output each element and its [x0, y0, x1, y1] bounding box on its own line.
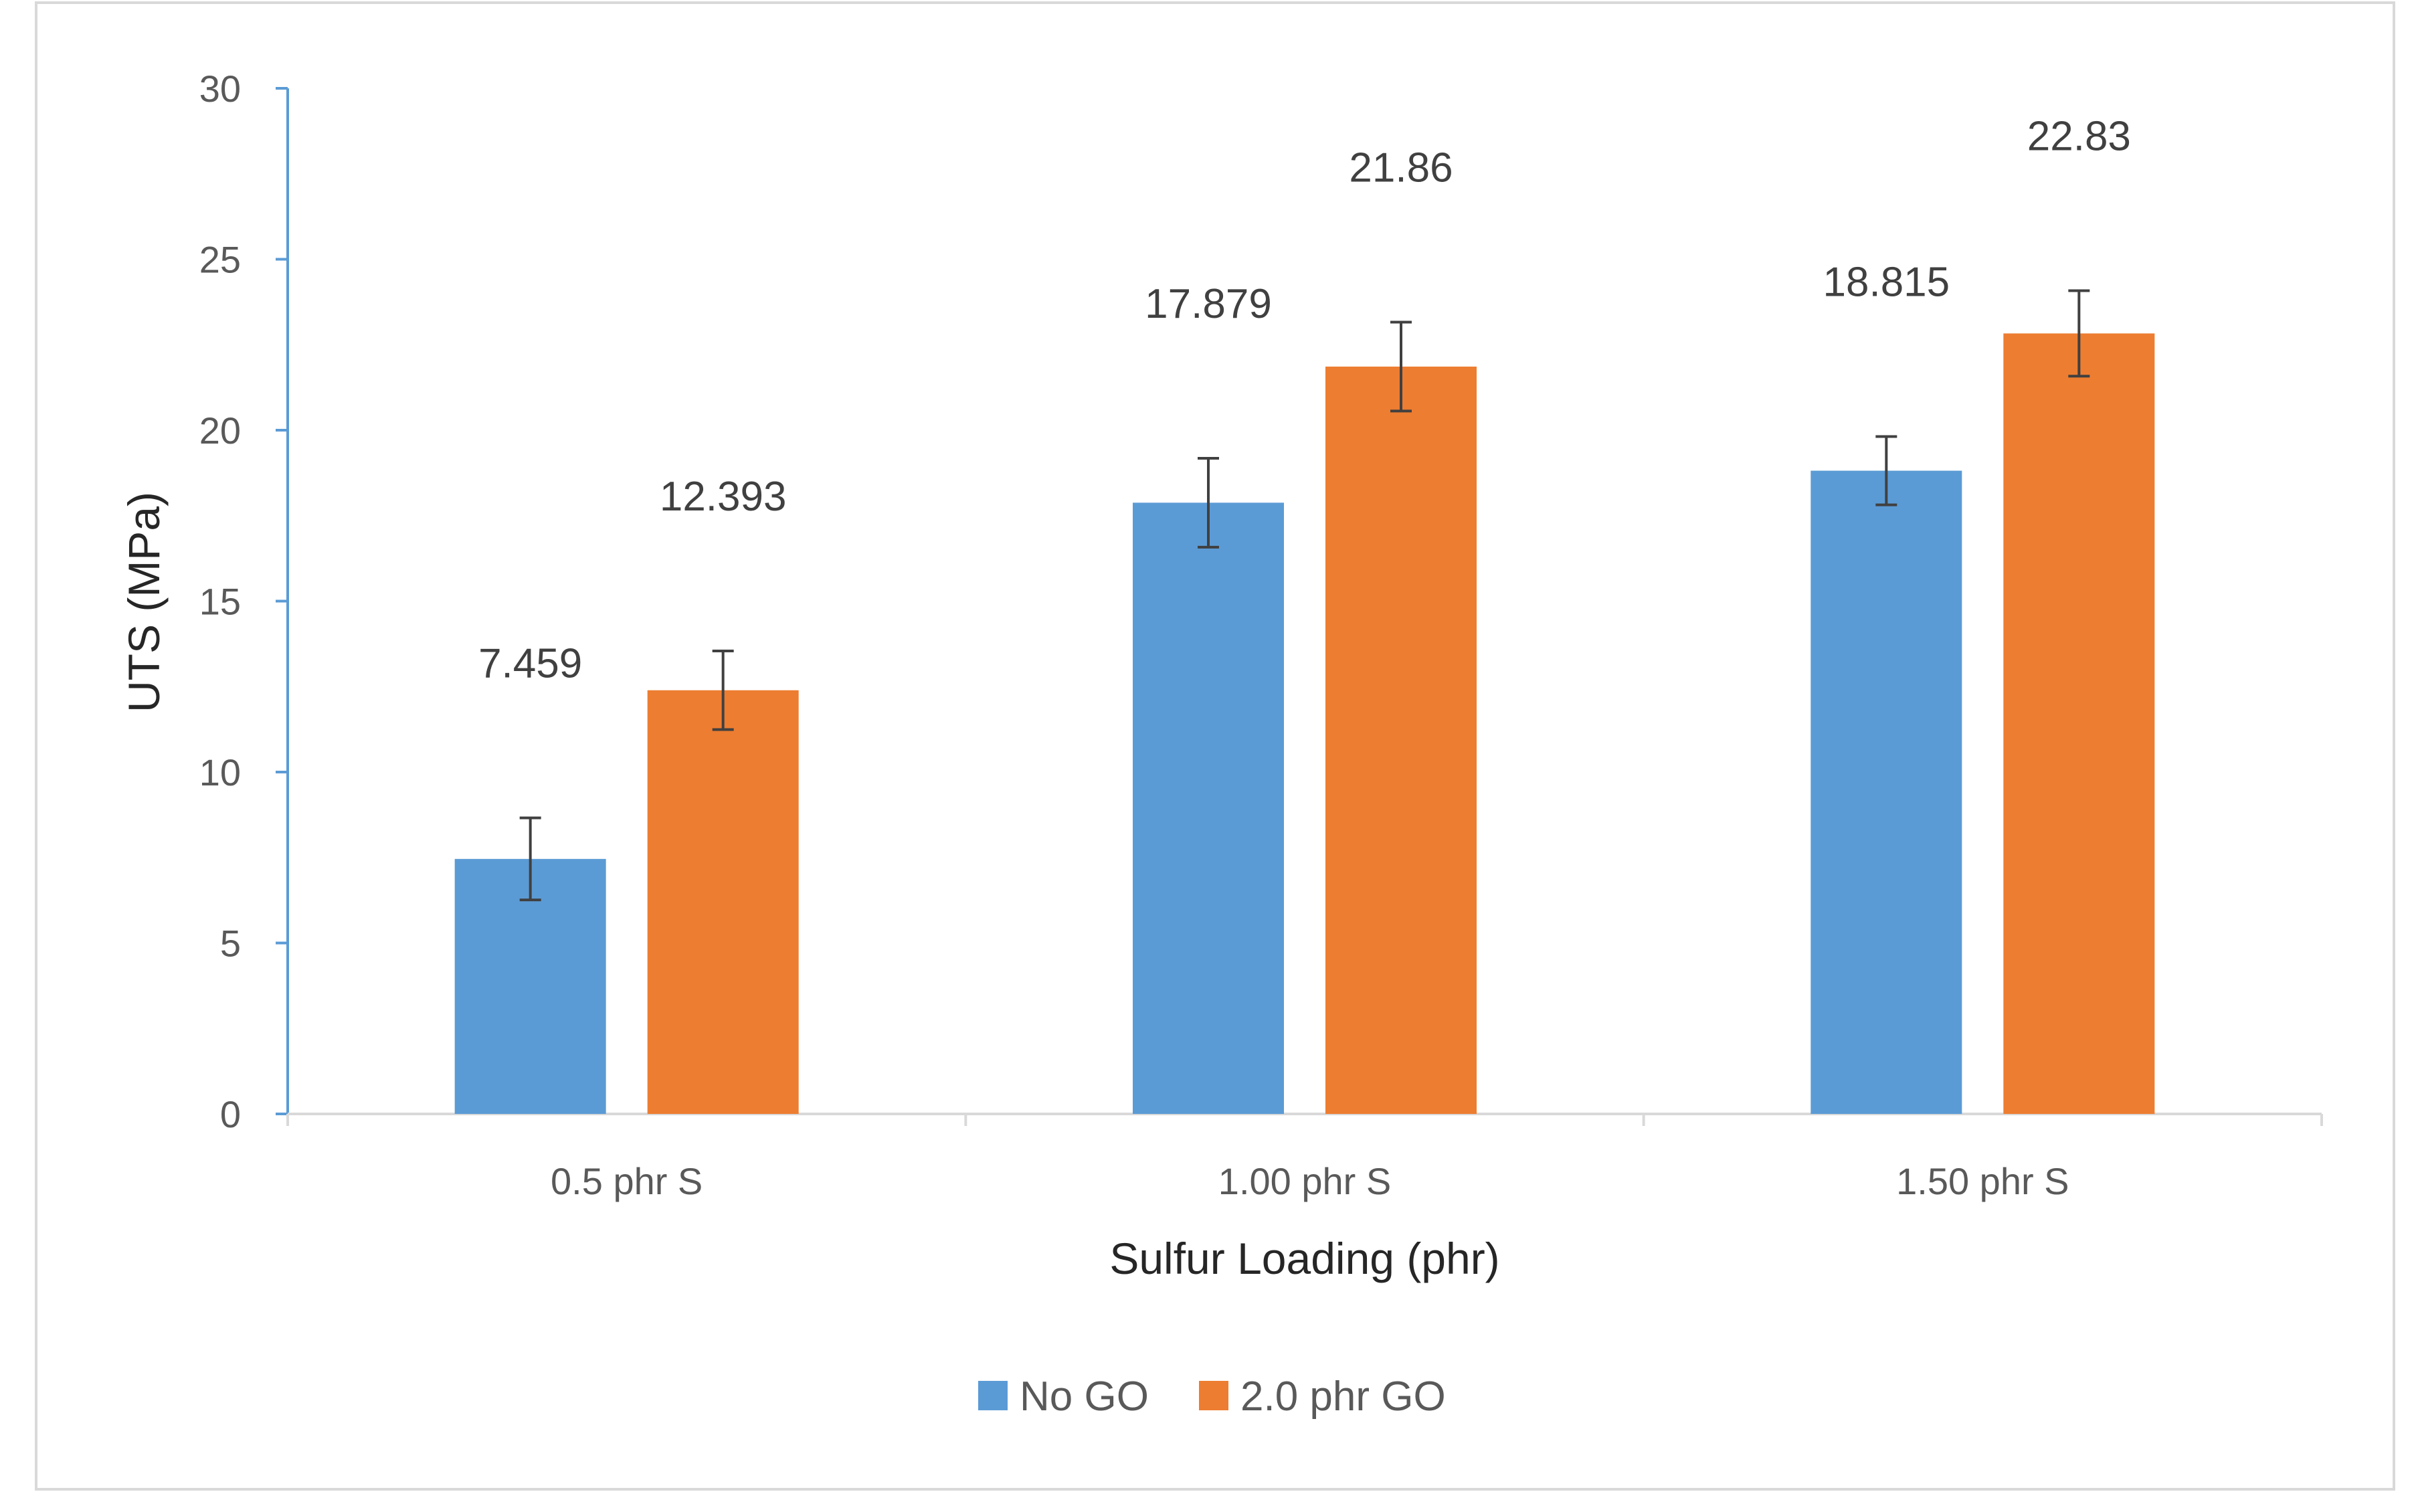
data-label: 21.86: [1349, 145, 1453, 191]
legend-item-go: 2.0 phr GO: [1199, 1374, 1446, 1420]
y-tick-label: 10: [199, 751, 241, 793]
bar-no-go-1: [1133, 502, 1284, 1114]
y-axis-title: UTS (MPa): [119, 492, 169, 713]
data-label: 7.459: [478, 641, 582, 687]
bar-no-go-2: [1810, 470, 1962, 1114]
error-bar: [1390, 320, 1412, 413]
legend-label: No GO: [1020, 1374, 1149, 1420]
y-tick-label: 25: [199, 239, 241, 281]
error-bar: [519, 816, 541, 902]
error-bar: [2068, 289, 2090, 378]
error-bar: [712, 649, 734, 731]
data-label: 17.879: [1145, 281, 1272, 327]
y-axis: 0 5 10 15 20 25 30: [199, 68, 289, 1135]
error-bar: [1875, 435, 1897, 506]
y-tick-label: 0: [220, 1093, 241, 1135]
data-label: 18.815: [1823, 259, 1950, 305]
bar-go-1: [1325, 366, 1477, 1114]
y-tick-label: 15: [199, 581, 241, 623]
legend-label: 2.0 phr GO: [1240, 1374, 1446, 1420]
data-labels: 7.459 12.393 17.879 21.86 18.815 22.83: [478, 114, 2131, 687]
y-tick-label: 20: [199, 409, 241, 452]
chart-frame: [35, 1, 2395, 1491]
legend-swatch: [978, 1381, 1008, 1410]
bar-go-2: [2003, 333, 2155, 1115]
data-label: 22.83: [2027, 114, 2131, 160]
x-tick-label: 0.5 phr S: [551, 1160, 703, 1202]
error-bar: [1198, 456, 1219, 549]
x-tick-label: 1.50 phr S: [1896, 1160, 2069, 1202]
legend-swatch: [1199, 1381, 1228, 1410]
y-tick-label: 30: [199, 68, 241, 110]
legend: No GO 2.0 phr GO: [978, 1374, 1446, 1420]
bar-go-0: [647, 690, 799, 1114]
y-tick-label: 5: [220, 923, 241, 965]
x-axis-title: Sulfur Loading (phr): [1109, 1234, 1499, 1283]
error-bars: [519, 289, 2090, 902]
x-axis: 0.5 phr S 1.00 phr S 1.50 phr S: [286, 1113, 2323, 1202]
bars: [454, 333, 2155, 1115]
data-label: 12.393: [660, 474, 787, 520]
legend-item-no-go: No GO: [978, 1374, 1149, 1420]
x-tick-label: 1.00 phr S: [1218, 1160, 1391, 1202]
bar-no-go-0: [454, 858, 606, 1114]
